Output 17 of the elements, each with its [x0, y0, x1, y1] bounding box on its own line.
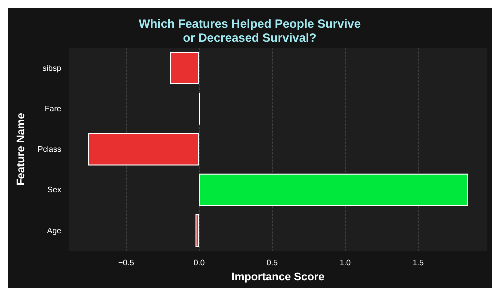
- y-axis-title: Feature Name: [16, 113, 28, 186]
- bar: [88, 133, 200, 166]
- bar: [196, 214, 200, 248]
- chart-title: Which Features Helped People Survive or Decreased Survival?: [138, 17, 362, 45]
- x-tick-label: 0.5: [266, 258, 278, 268]
- y-tick-label: Age: [47, 226, 62, 236]
- bar: [199, 174, 468, 206]
- y-tick-label: sibsp: [42, 64, 62, 73]
- bar: [170, 52, 200, 85]
- x-axis-title: Importance Score: [232, 272, 325, 284]
- y-tick-label: Sex: [48, 186, 62, 195]
- y-tick-label: Pclass: [38, 145, 62, 154]
- x-tick-label: 1.0: [340, 258, 352, 268]
- x-tick-label: 1.5: [412, 258, 424, 268]
- x-tick-label: 0.0: [194, 258, 206, 268]
- x-tick-label: −0.5: [118, 258, 135, 268]
- y-tick-label: Fare: [45, 104, 62, 114]
